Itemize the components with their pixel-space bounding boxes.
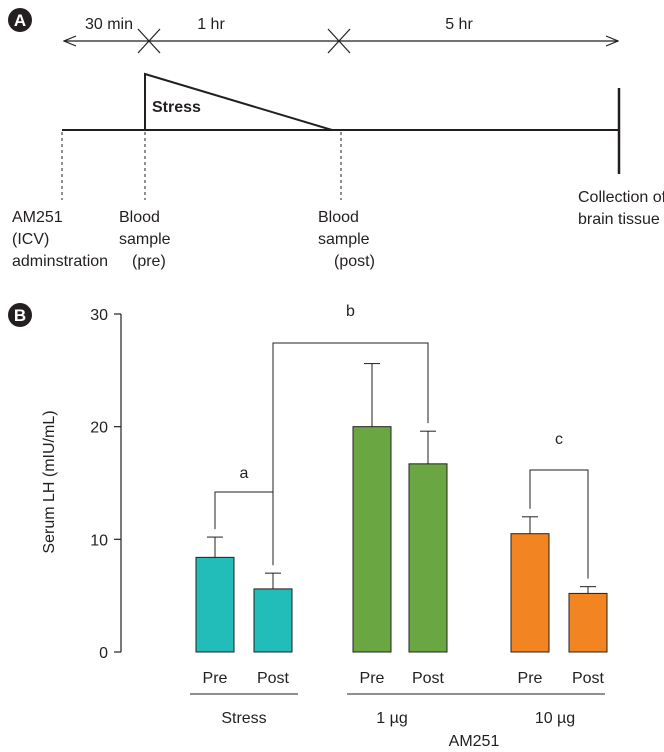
stress-label: Stress [152,99,201,116]
y-tick-label: 0 [99,645,108,662]
group-label: 1 µg [376,710,407,727]
event-label-line: adminstration [12,253,108,270]
event-label-line: (pre) [132,253,166,270]
significance-bracket [214,491,274,566]
significance-label: b [346,303,355,320]
event-label-line: AM251 [12,209,63,226]
event-label-line: sample [119,231,171,248]
y-ticks: 0 10 20 30 [90,307,121,662]
event-label-line: (ICV) [12,231,49,248]
y-tick-label: 30 [90,307,108,324]
bar [408,463,448,653]
bar [195,556,235,653]
significance-bracket [529,469,589,579]
group-label: 10 µg [535,710,575,727]
stress-wedge [144,72,333,131]
panel-a: A 30 min 1 hr 5 hr Stress AM251 (ICV) ad… [8,8,664,270]
duration-label: 1 hr [197,16,225,33]
y-tick-label: 20 [90,420,108,437]
bar [568,592,608,653]
significance-label: c [555,431,563,448]
bars [195,363,608,653]
event-label-line: brain tissue [578,211,660,228]
significance-bracket [272,342,429,566]
bar [510,533,550,653]
significance-label: a [240,465,249,482]
event-label-line: (post) [334,253,375,270]
event-label-line: Blood [318,209,359,226]
event-label-collection: Collection of brain tissue [578,189,664,228]
y-tick-label: 10 [90,532,108,549]
duration-label: 5 hr [445,16,473,33]
event-label-blood-post: Blood sample (post) [318,209,375,270]
panel-a-badge [8,8,32,32]
x-tick-label: Pre [203,670,228,687]
x-tick-label: Post [412,670,445,687]
x-tick-label: Pre [518,670,543,687]
cross-marker [137,28,161,54]
bar [253,588,293,653]
x-tick-label: Pre [360,670,385,687]
y-axis-title: Serum LH (mIU/mL) [41,410,58,553]
duration-label: 30 min [85,16,133,33]
x-labels: Pre Post Pre Post Pre Post [203,670,605,687]
event-label-line: sample [318,231,370,248]
group-label: Stress [221,710,266,727]
event-label-am251: AM251 (ICV) adminstration [12,209,108,270]
cross-marker [327,28,351,54]
event-label-blood-pre: Blood sample (pre) [119,209,171,270]
event-label-line: Collection of [578,189,664,206]
drug-label: AM251 [449,733,500,750]
panel-b-letter: B [14,306,26,325]
panel-b-badge [8,303,32,327]
bar [352,426,392,653]
panel-a-letter: A [14,11,26,30]
significance-brackets: a b c [214,303,589,579]
x-tick-label: Post [257,670,290,687]
x-tick-label: Post [572,670,605,687]
event-label-line: Blood [119,209,160,226]
